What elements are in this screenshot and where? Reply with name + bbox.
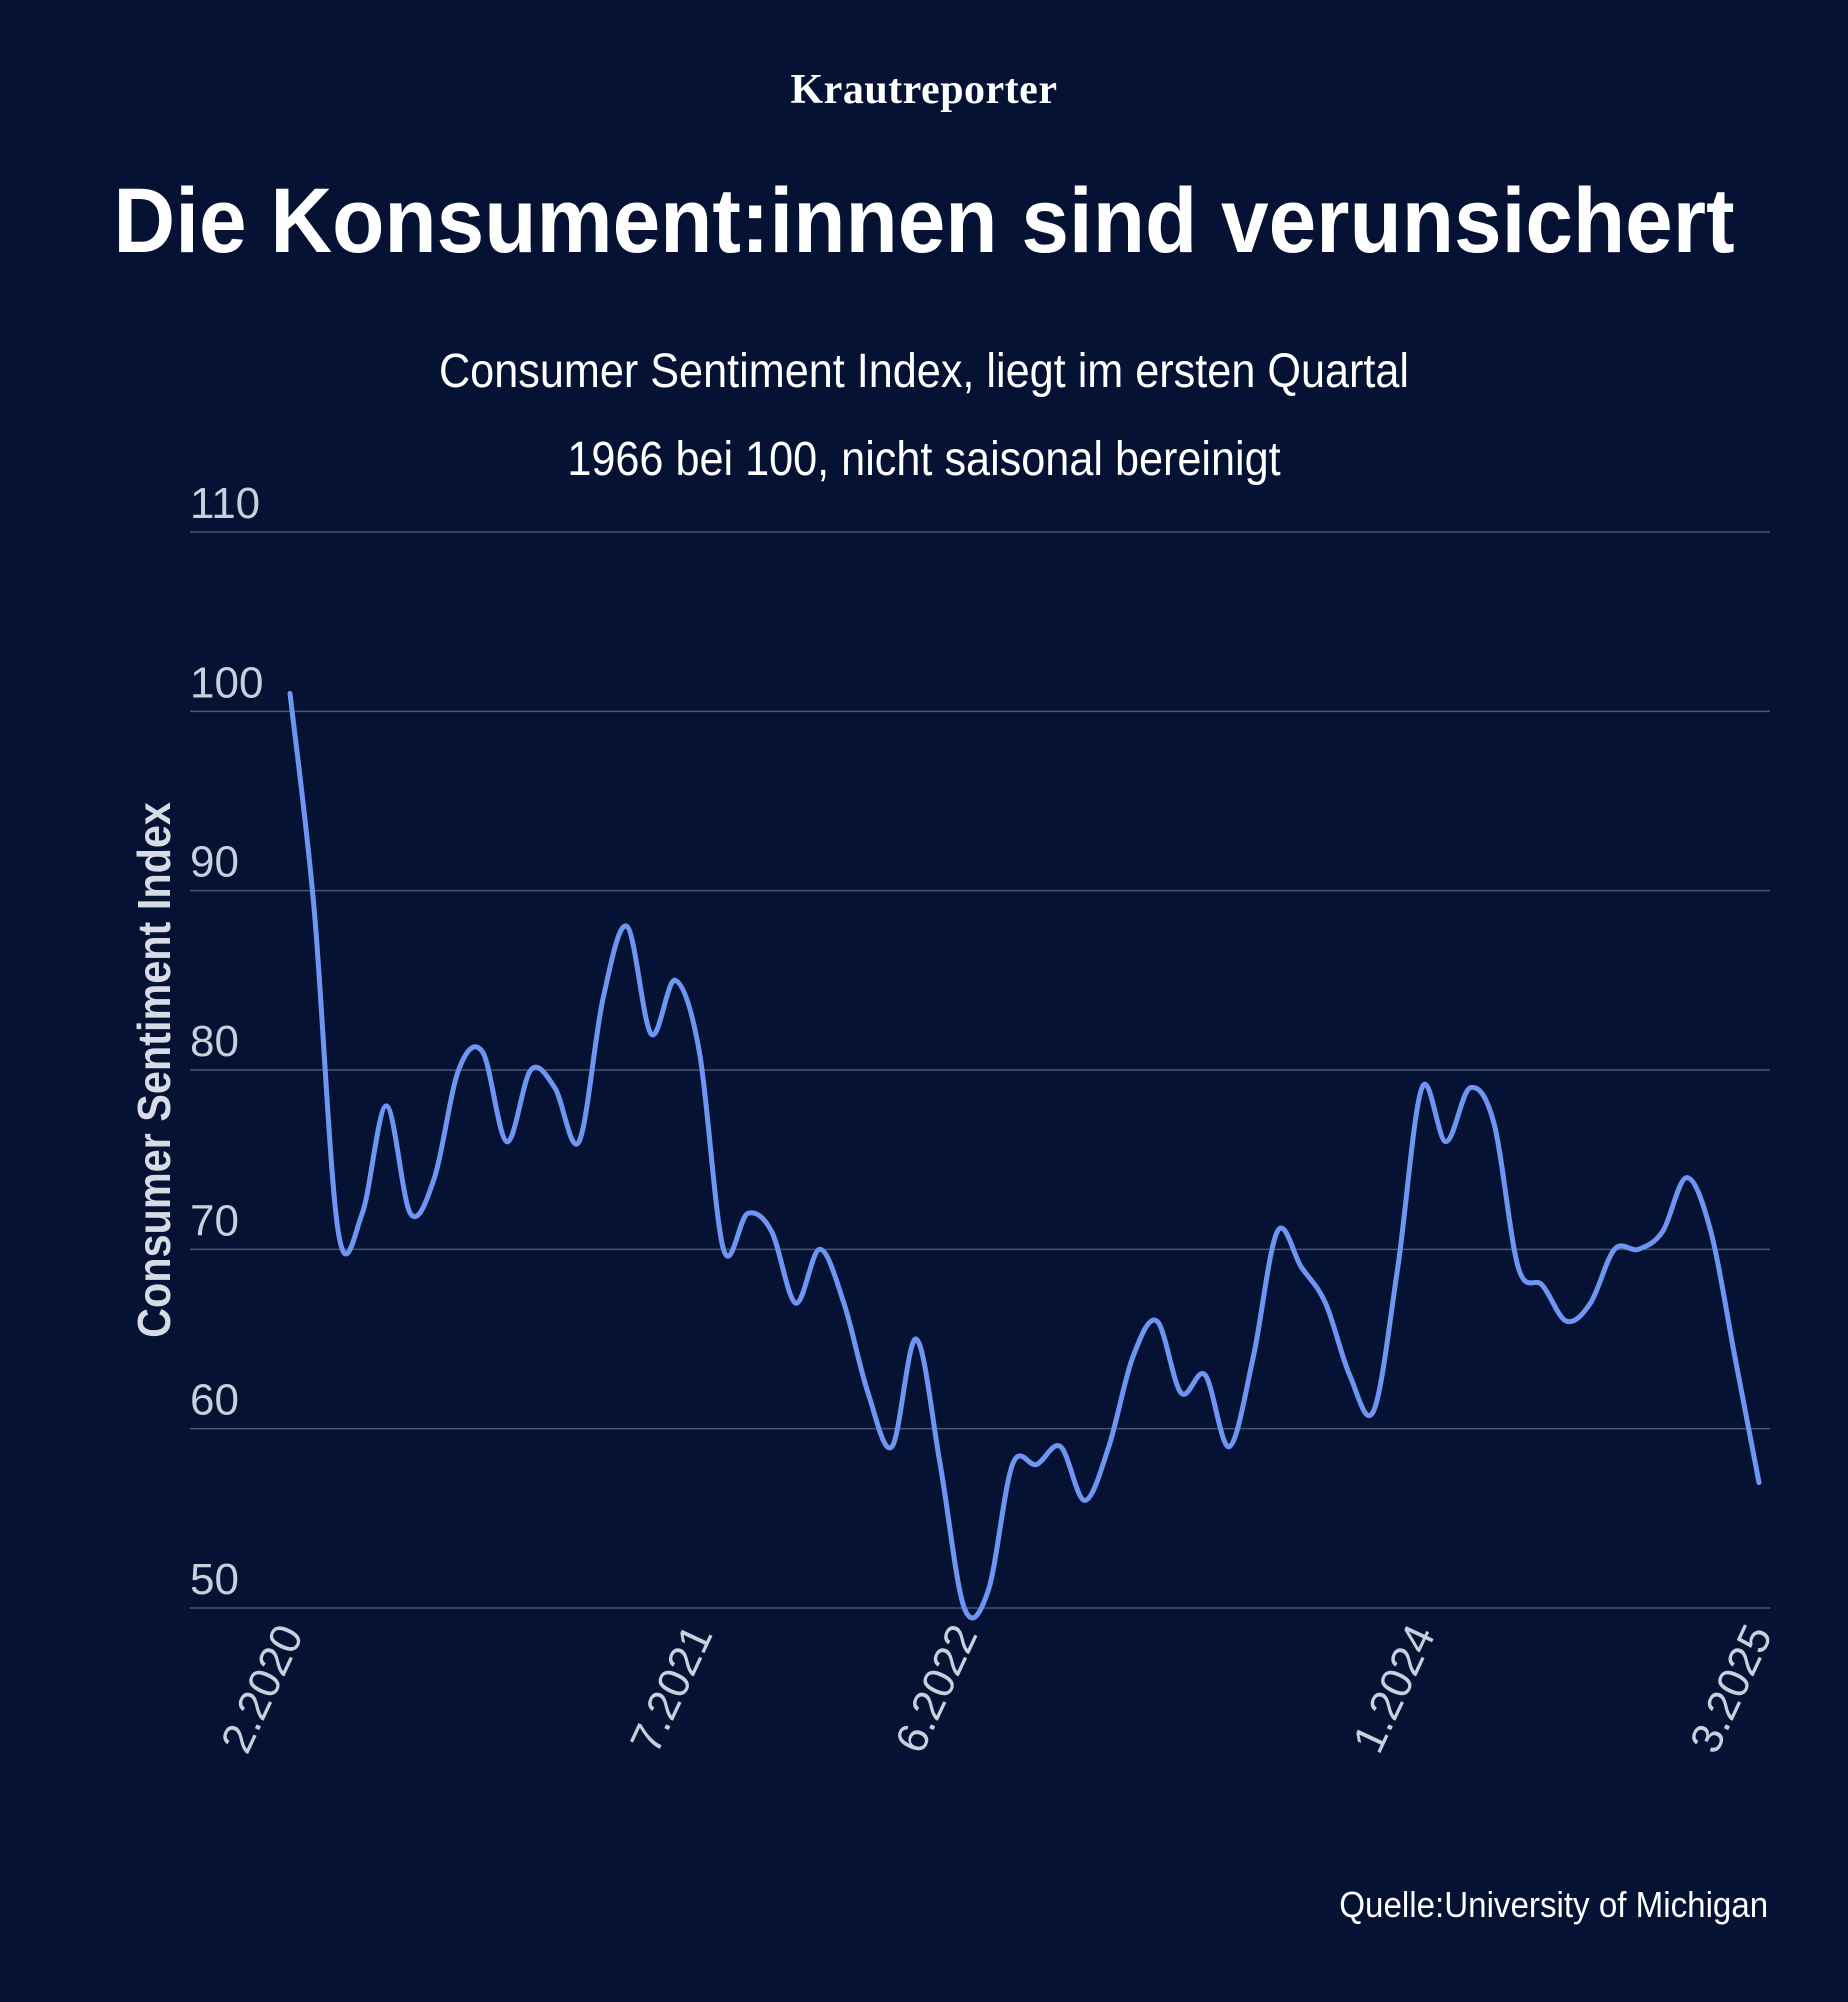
y-axis-label: Consumer Sentiment Index: [129, 801, 181, 1338]
x-tick-label: 3.2025: [1681, 1618, 1782, 1761]
y-axis-ticks: 50 60 70 80 90 100 110: [190, 479, 263, 1604]
x-tick-label: 1.2024: [1344, 1618, 1445, 1761]
x-tick-label: 7.2021: [621, 1618, 722, 1761]
subtitle-line-1: Consumer Sentiment Index, liegt im erste…: [438, 345, 1410, 398]
y-tick-label: 80: [190, 1017, 239, 1066]
y-tick-label: 70: [190, 1196, 239, 1245]
y-tick-label: 60: [190, 1376, 239, 1425]
brand-logo: Krautreporter: [790, 67, 1058, 113]
gridlines: [190, 531, 1770, 1609]
source-note: Quelle:University of Michigan: [1339, 1884, 1768, 1925]
y-tick-label: 100: [190, 658, 263, 707]
y-tick-label: 50: [190, 1555, 239, 1604]
chart-title: Die Konsument:innen sind verunsichert: [113, 170, 1735, 272]
series-line: [287, 690, 1762, 1621]
series-layer: [287, 690, 1762, 1621]
y-tick-label: 90: [190, 838, 239, 887]
y-tick-label: 110: [190, 479, 260, 528]
x-tick-label: 6.2022: [886, 1618, 987, 1761]
subtitle-line-2: 1966 bei 100, nicht saisonal bereinigt: [567, 433, 1281, 486]
x-axis-ticks: 2.2020 7.2021 6.2022 1.2024 3.2025: [212, 1618, 1782, 1761]
chart-subtitle: Consumer Sentiment Index, liegt im erste…: [294, 328, 1554, 504]
x-tick-label: 2.2020: [212, 1618, 313, 1761]
